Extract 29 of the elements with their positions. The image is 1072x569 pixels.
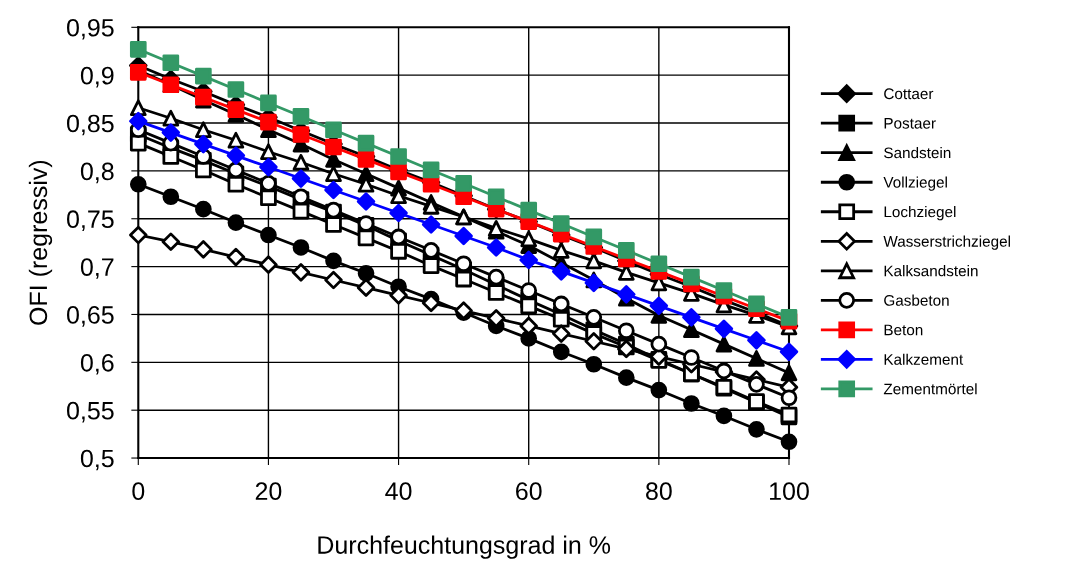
x-tick-label: 80: [646, 482, 672, 501]
x-axis-title: Durchfeuchtungsgrad in %: [318, 535, 611, 559]
legend-label: Vollziegel: [883, 176, 947, 191]
y-tick-label: 0,55: [67, 401, 114, 423]
legend-label: Beton: [884, 324, 923, 336]
y-tick-label: 0,95: [67, 18, 114, 40]
legend-label: Zementmörtel: [883, 383, 977, 395]
x-tick-label: 0: [132, 482, 145, 501]
y-tick-label: 0,85: [67, 114, 114, 136]
legend-label: Sandstein: [884, 147, 951, 159]
x-tick-label: 100: [770, 482, 809, 501]
y-axis-title: OFI (regressiv): [28, 160, 53, 325]
y-tick-label: 0,9: [80, 66, 114, 88]
y-tick-label: 0,5: [80, 449, 114, 471]
y-tick-label: 0,65: [67, 306, 114, 327]
legend-label: Cottaer: [884, 88, 934, 100]
legend-label: Lochziegel: [884, 206, 956, 221]
legend-label: Kalksandstein: [884, 265, 978, 277]
y-tick-label: 0,6: [80, 353, 114, 375]
legend-label: Wasserstrichziegel: [883, 235, 1010, 250]
x-tick-label: 20: [255, 482, 282, 501]
legend-label: Kalkzement: [884, 353, 964, 365]
y-tick-label: 0,8: [80, 162, 114, 184]
legend-label: Gasbeton: [884, 294, 949, 306]
y-tick-label: 0,75: [67, 210, 114, 232]
x-tick-label: 60: [516, 482, 542, 501]
legend-label: Postaer: [884, 118, 936, 129]
x-tick-label: 40: [385, 482, 412, 501]
y-tick-label: 0,7: [80, 258, 114, 279]
